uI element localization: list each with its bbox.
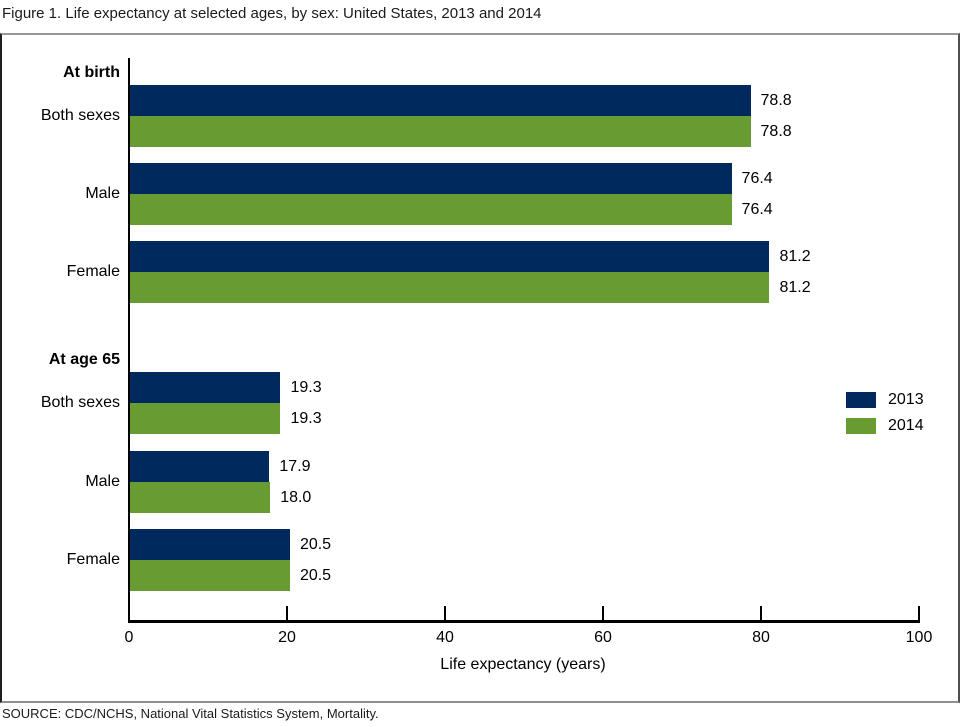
figure-title: Figure 1. Life expectancy at selected ag… bbox=[2, 5, 542, 22]
legend-swatch-2014 bbox=[846, 418, 876, 434]
legend-label: 2013 bbox=[888, 391, 924, 408]
bar-2014 bbox=[128, 272, 770, 303]
value-label-2013: 19.3 bbox=[290, 379, 322, 396]
category-label: Both sexes bbox=[40, 107, 120, 124]
section-header: At age 65 bbox=[48, 351, 120, 368]
category-label: Male bbox=[85, 473, 120, 490]
value-label-2014: 20.5 bbox=[299, 567, 332, 584]
x-axis-tick bbox=[444, 606, 446, 620]
bar-2014 bbox=[128, 194, 732, 225]
bar-2013 bbox=[128, 163, 732, 194]
bar-chart: At birth Both sexes 78.8 78.8 Male 76.4 76.4 Fe… bbox=[2, 35, 958, 701]
value-label-2013: 78.8 bbox=[760, 92, 792, 109]
x-axis-tick bbox=[918, 606, 920, 620]
bar-2013 bbox=[128, 241, 770, 272]
bar-2013 bbox=[128, 372, 281, 403]
x-axis-title: Life expectancy (years) bbox=[440, 656, 606, 673]
bar-2014 bbox=[128, 482, 271, 513]
x-axis-line bbox=[128, 620, 920, 623]
x-axis-tick-label: 80 bbox=[752, 629, 770, 646]
bar-2013 bbox=[128, 85, 751, 116]
value-label-2014: 19.3 bbox=[290, 410, 322, 427]
value-label-2014: 76.4 bbox=[741, 201, 773, 218]
x-axis-tick-label: 40 bbox=[436, 629, 454, 646]
value-label-2014: 81.2 bbox=[779, 279, 811, 296]
bar-2013 bbox=[128, 451, 270, 482]
source-note: SOURCE: CDC/NCHS, National Vital Statist… bbox=[2, 706, 379, 721]
x-axis-tick-label: 20 bbox=[278, 629, 296, 646]
x-axis-tick bbox=[128, 606, 130, 620]
x-axis-tick bbox=[602, 606, 604, 620]
value-label-2014: 78.8 bbox=[760, 123, 792, 140]
category-label: Female bbox=[66, 263, 120, 280]
bar-2014 bbox=[128, 403, 281, 434]
bar-2013 bbox=[128, 529, 290, 560]
value-label-2013: 81.2 bbox=[779, 248, 811, 265]
y-axis-line bbox=[128, 58, 130, 623]
x-axis-tick bbox=[760, 606, 762, 620]
x-axis-tick-label: 0 bbox=[124, 629, 134, 646]
legend-label: 2014 bbox=[888, 417, 924, 434]
value-label-2013: 17.9 bbox=[279, 458, 311, 475]
category-label: Female bbox=[66, 551, 120, 568]
bar-2014 bbox=[128, 116, 751, 147]
x-axis-tick-label: 100 bbox=[905, 629, 933, 646]
value-label-2013: 20.5 bbox=[299, 536, 332, 553]
value-label-2014: 18.0 bbox=[280, 489, 312, 506]
category-label: Male bbox=[85, 185, 120, 202]
x-axis-tick bbox=[286, 606, 288, 620]
bar-2014 bbox=[128, 560, 290, 591]
x-axis-tick-label: 60 bbox=[594, 629, 612, 646]
chart-frame: At birth Both sexes 78.8 78.8 Male 76.4 76.4 Fe… bbox=[0, 33, 960, 703]
value-label-2013: 76.4 bbox=[741, 170, 773, 187]
legend-swatch-2013 bbox=[846, 392, 876, 408]
section-header: At birth bbox=[63, 64, 120, 81]
category-label: Both sexes bbox=[40, 394, 120, 411]
